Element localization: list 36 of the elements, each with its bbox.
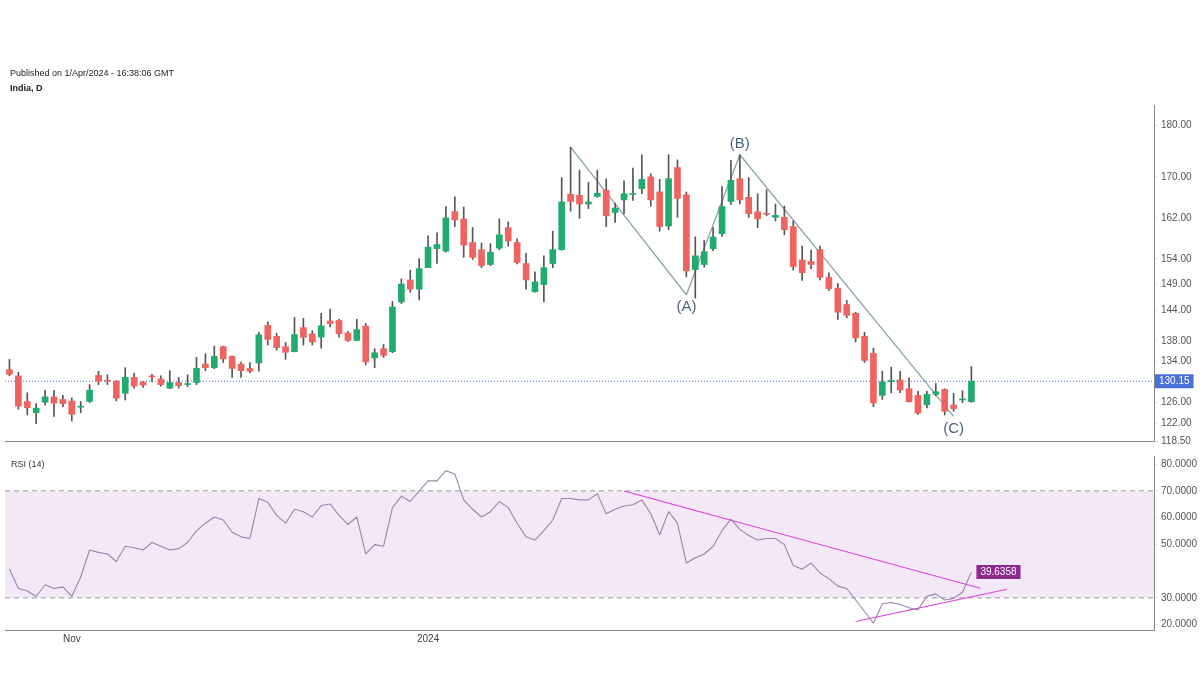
candlestick xyxy=(620,180,628,215)
y-tick-label: 180.00 xyxy=(1161,119,1193,131)
data-label: 39.6358 xyxy=(980,565,1017,577)
y-tick-label: 122.00 xyxy=(1161,416,1193,428)
candlestick xyxy=(638,154,646,195)
y-tick-label: 138.00 xyxy=(1161,334,1193,346)
y-tick-label: 162.00 xyxy=(1161,211,1193,223)
y-tick-label: 134.00 xyxy=(1161,355,1193,367)
data-label: (B) xyxy=(729,134,750,152)
ref-line-label: 130.15 xyxy=(1159,374,1191,386)
y-tick-label: 170.00 xyxy=(1161,170,1193,182)
y-tick-label: 20.0000 xyxy=(1161,618,1198,630)
candlestick xyxy=(433,232,441,264)
candlestick xyxy=(807,249,815,269)
y-tick-label: 60.0000 xyxy=(1161,511,1198,523)
chart-title: Published on 1/Apr/2024 - 16:38:06 GMT xyxy=(10,67,175,80)
data-label: (A) xyxy=(676,297,697,315)
candlestick xyxy=(629,167,637,201)
y-tick-label: 144.00 xyxy=(1161,303,1193,315)
candlestick xyxy=(593,169,601,198)
candlestick xyxy=(32,403,40,424)
chart-title: RSI (14) xyxy=(11,458,45,469)
y-tick-label: 30.0000 xyxy=(1161,591,1198,603)
chart-subtitle: India, D xyxy=(10,82,44,95)
y-tick-label: 50.0000 xyxy=(1161,538,1198,550)
y-tick-label: 80.0000 xyxy=(1161,457,1198,469)
candlestick xyxy=(887,366,895,394)
y-tick-label: 154.00 xyxy=(1161,252,1193,264)
y-tick-label: 149.00 xyxy=(1161,278,1193,290)
x-tick-label: 2024 xyxy=(416,632,440,644)
y-tick-label: 126.00 xyxy=(1161,396,1193,408)
candlestick xyxy=(611,202,619,223)
y-tick-label: 118.50 xyxy=(1161,434,1192,446)
x-tick-label: Nov xyxy=(62,632,81,644)
y-tick-label: 70.0000 xyxy=(1161,484,1198,496)
data-label: (C) xyxy=(943,419,965,437)
